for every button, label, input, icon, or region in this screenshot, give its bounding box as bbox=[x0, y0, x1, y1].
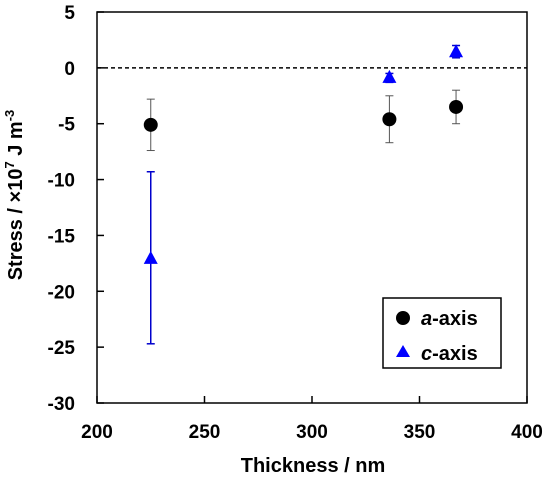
y-tick-label: -20 bbox=[48, 282, 75, 303]
y-tick-label: -25 bbox=[48, 338, 76, 359]
y-tick-label: -30 bbox=[48, 394, 75, 415]
data-point-a-axis bbox=[143, 117, 158, 132]
y-tick-label: -10 bbox=[48, 171, 75, 192]
x-tick-label: 200 bbox=[81, 422, 113, 443]
x-tick-label: 250 bbox=[189, 422, 221, 443]
y-axis-title-prefix: Stress / ×10 bbox=[5, 169, 27, 281]
y-tick-label: -5 bbox=[58, 115, 75, 136]
legend-marker-a-axis bbox=[396, 311, 410, 325]
data-point-a-axis bbox=[382, 112, 397, 127]
y-axis-title-middle: J m bbox=[5, 121, 27, 161]
data-point-c-axis bbox=[382, 69, 397, 83]
x-tick-label: 300 bbox=[296, 422, 328, 443]
data-point-c-axis bbox=[143, 250, 158, 264]
x-tick-label: 400 bbox=[511, 422, 543, 443]
legend-marker-c-axis bbox=[396, 345, 410, 357]
data-point-c-axis bbox=[449, 44, 464, 58]
axis-ticks: 200 250 300 350 400 5 0 -5 -10 -15 -20 -25 -30 bbox=[48, 3, 543, 443]
legend: a-axis c-axis bbox=[382, 297, 502, 369]
y-tick-label: 5 bbox=[64, 3, 75, 24]
legend-label-a-axis: a-axis bbox=[421, 308, 478, 330]
y-axis-title-exponent-2: -3 bbox=[2, 110, 17, 122]
y-axis-title: Stress / ×107 J m-3 bbox=[2, 110, 27, 281]
x-tick-label: 350 bbox=[404, 422, 436, 443]
x-axis-title: Thickness / nm bbox=[241, 455, 386, 477]
legend-label-a-axis-italic: a bbox=[421, 308, 432, 330]
y-tick-label: -15 bbox=[48, 226, 76, 247]
legend-label-c-axis: c-axis bbox=[421, 343, 478, 365]
y-axis-title-exponent-1: 7 bbox=[2, 161, 17, 168]
legend-label-c-axis-italic: c bbox=[421, 343, 432, 365]
legend-label-c-axis-rest: -axis bbox=[432, 343, 478, 365]
data-point-a-axis bbox=[449, 99, 464, 114]
legend-label-a-axis-rest: -axis bbox=[432, 308, 478, 330]
data-markers bbox=[143, 44, 464, 264]
y-tick-label: 0 bbox=[64, 59, 75, 80]
